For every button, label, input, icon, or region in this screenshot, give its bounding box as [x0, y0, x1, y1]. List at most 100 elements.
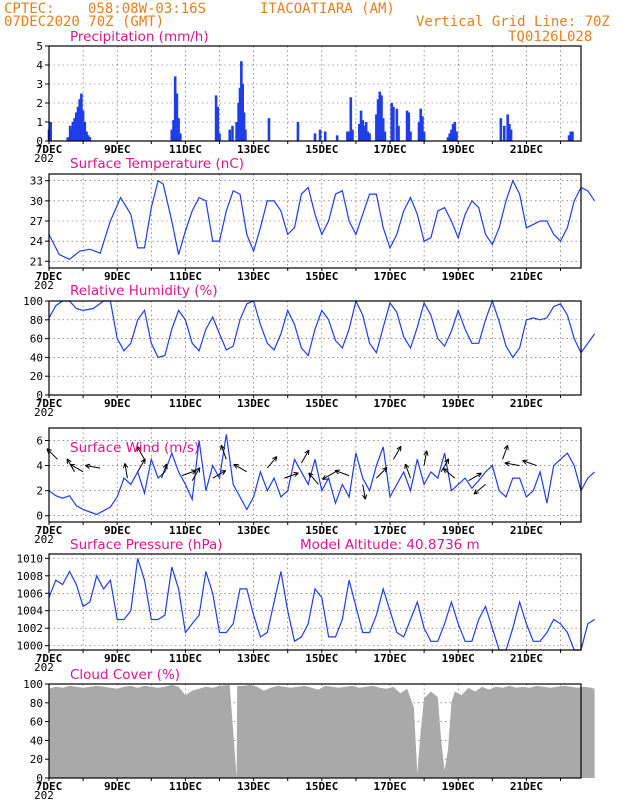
y-tick-label: 27: [30, 215, 43, 228]
wind-arrow-head: [396, 445, 402, 450]
wind-arrow-shaft: [161, 463, 168, 479]
wind-arrow-head: [473, 492, 479, 495]
x-tick-label: 13DEC: [237, 652, 270, 665]
precip-bar: [244, 129, 247, 141]
wind-arrow-shaft: [69, 463, 84, 473]
precip-bar: [335, 135, 339, 141]
precip-bar: [68, 125, 72, 141]
precip-bar: [358, 123, 361, 141]
header: CPTEC: 058:08W-03:16S ITACOATIARA (AM) 0…: [4, 1, 610, 45]
wind-arrow: [284, 472, 299, 479]
wind-arrow-shaft: [322, 471, 336, 480]
precip-bar: [237, 103, 240, 141]
wind-arrow-shaft: [393, 446, 402, 460]
wind-arrow-shaft: [266, 456, 278, 469]
wind-arrow: [300, 449, 310, 464]
wind-arrow-shaft: [220, 445, 227, 460]
x-tick-label: 7DEC: [36, 652, 63, 665]
wind-arrow-shaft: [191, 467, 201, 481]
wind-arrow-head: [233, 464, 238, 469]
wind-arrow-shaft: [468, 472, 482, 482]
panel-pressure: 1000 1002 1004 1006 1008 1010 7DEC 9DEC 11DEC 13D…: [17, 537, 595, 674]
wind-arrow-shaft: [423, 450, 428, 466]
wind-arrow-head: [69, 464, 74, 469]
y-tick-label: 21: [30, 255, 43, 268]
panel-title: Precipitation (mm/h): [70, 29, 209, 45]
x-tick-label: 9DEC: [104, 524, 131, 537]
precip-bar: [318, 129, 322, 141]
cloud-area: [49, 684, 595, 778]
wind-arrow-head: [426, 450, 429, 456]
y-tick-label: 2: [36, 485, 43, 498]
precip-bar: [216, 106, 220, 141]
x-tick-label: 11DEC: [169, 143, 202, 156]
precip-bar: [178, 133, 182, 141]
precip-bar: [376, 99, 380, 141]
precip-bar: [453, 122, 457, 141]
wind-arrow: [233, 463, 248, 473]
y-tick-label: 24: [30, 235, 44, 248]
precip-bar: [380, 95, 383, 141]
precip-bar: [49, 122, 53, 141]
precip-bar: [88, 137, 92, 141]
precip-bar: [381, 118, 385, 141]
x-tick-label: 7DEC: [36, 780, 63, 793]
precip-bar: [446, 137, 450, 141]
precip-bar: [361, 120, 365, 141]
x-year-label: 202: [34, 152, 54, 165]
x-tick-label: 7DEC: [36, 143, 63, 156]
panel-frame: [48, 45, 582, 142]
x-tick-label: 19DEC: [442, 270, 475, 283]
wind-arrow: [442, 468, 456, 479]
y-tick-label: 1002: [17, 622, 44, 635]
precip-bar: [349, 97, 353, 141]
wind-arrow: [322, 471, 336, 480]
header-station: ITACOATIARA (AM): [260, 1, 395, 17]
x-tick-label: 11DEC: [169, 270, 202, 283]
wind-arrow-head: [222, 470, 227, 476]
x-tick-label: 13DEC: [237, 270, 270, 283]
wind-arrow-head: [66, 458, 72, 463]
precip-bar: [73, 118, 76, 141]
y-tick-label: 0: [36, 772, 43, 785]
wind-arrow-head: [195, 467, 201, 471]
wind-arrow-head: [362, 494, 366, 500]
precip-bar: [80, 93, 83, 141]
precip-bar: [409, 131, 412, 141]
precip-bar: [405, 110, 409, 141]
x-tick-label: 19DEC: [442, 397, 475, 410]
x-tick-label: 15DEC: [305, 524, 338, 537]
wind-arrow-head: [220, 445, 222, 451]
precip-bar: [70, 129, 73, 141]
panel-extra-title: Model Altitude: 40.8736 m: [300, 537, 480, 553]
precip-bar: [375, 114, 378, 141]
wind-arrow-head: [85, 465, 90, 469]
x-tick-label: 11DEC: [169, 397, 202, 410]
wind-arrow-head: [322, 474, 326, 480]
y-tick-label: 1008: [17, 570, 44, 583]
x-tick-label: 9DEC: [104, 397, 131, 410]
wind-arrow-shaft: [522, 459, 537, 467]
wind-arrow-shaft: [212, 470, 226, 479]
wind-arrow: [181, 469, 197, 477]
x-year-label: 202: [34, 661, 54, 674]
x-year-label: 202: [34, 789, 54, 800]
precip-bar: [407, 112, 411, 141]
wind-arrow-shaft: [85, 465, 101, 469]
wind-arrow-head: [334, 469, 341, 471]
x-tick-label: 11DEC: [169, 652, 202, 665]
y-tick-label: 2: [36, 97, 43, 110]
wind-arrow-head: [294, 472, 299, 477]
precip-bar: [502, 125, 506, 141]
wind-arrow-head: [522, 460, 527, 465]
precip-bar: [397, 125, 400, 141]
wind-arrow-shaft: [181, 470, 197, 477]
precip-bar: [448, 133, 452, 141]
wind-arrow-shaft: [473, 484, 486, 495]
wind-arrow-head: [275, 456, 278, 462]
series-line-rh: [48, 299, 596, 359]
precip-bar: [240, 61, 243, 142]
panel-frame: [48, 683, 582, 779]
wind-arrow-head: [522, 459, 528, 461]
